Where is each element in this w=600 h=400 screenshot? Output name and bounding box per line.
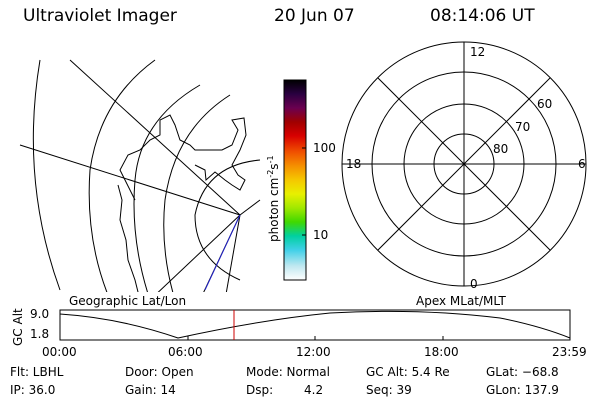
dsp-value: 4.2: [304, 383, 324, 397]
mlt-label-12: 12: [470, 45, 486, 59]
mlat-label-80: 80: [493, 142, 509, 156]
colorbar: [283, 79, 307, 281]
mlat-label-60: 60: [537, 97, 553, 111]
glat-info: GLat: −68.8: [486, 365, 559, 379]
gc-alt-info: GC Alt: 5.4 Re: [366, 365, 450, 379]
orbit-ytick-1-8: 1.8: [30, 327, 50, 341]
orbit-axis-label: GC Alt: [11, 308, 25, 346]
orbit-ytick-9: 9.0: [30, 307, 50, 321]
polar-plot: [341, 41, 587, 287]
ip-info: IP: 36.0: [10, 383, 56, 397]
orbit-xtick-0600: 06:00: [168, 345, 203, 359]
apex-map-label: Apex MLat/MLT: [416, 294, 506, 308]
orbit-xtick-1800: 18:00: [424, 345, 459, 359]
date-label: 20 Jun 07: [274, 6, 355, 26]
mlt-label-0: 0: [470, 277, 478, 291]
colorbar-tick-100: 100: [313, 141, 336, 155]
track-line: [204, 214, 241, 291]
mlt-label-18: 18: [346, 157, 362, 171]
geographic-map-label: Geographic Lat/Lon: [69, 294, 187, 308]
seq-info: Seq: 39: [366, 383, 412, 397]
mlat-label-70: 70: [515, 120, 531, 134]
orbit-altitude-plot: [59, 309, 571, 341]
door-info: Door: Open: [125, 365, 194, 379]
mode-info: Mode: Normal: [246, 365, 330, 379]
glon-info: GLon: 137.9: [486, 383, 559, 397]
orbit-xtick-2359: 23:59: [552, 345, 587, 359]
time-label: 08:14:06 UT: [430, 6, 535, 26]
dsp-label: Dsp:: [246, 383, 274, 397]
mlt-label-6: 6: [578, 157, 586, 171]
colorbar-tick-10: 10: [313, 228, 329, 242]
colorbar-unit-label: photon cm-2s-1: [266, 155, 281, 242]
orbit-xtick-1200: 12:00: [296, 345, 331, 359]
orbit-xtick-0000: 00:00: [42, 345, 77, 359]
filter-info: Flt: LBHL: [10, 365, 64, 379]
gain-info: Gain: 14: [125, 383, 176, 397]
instrument-title: Ultraviolet Imager: [23, 6, 177, 26]
